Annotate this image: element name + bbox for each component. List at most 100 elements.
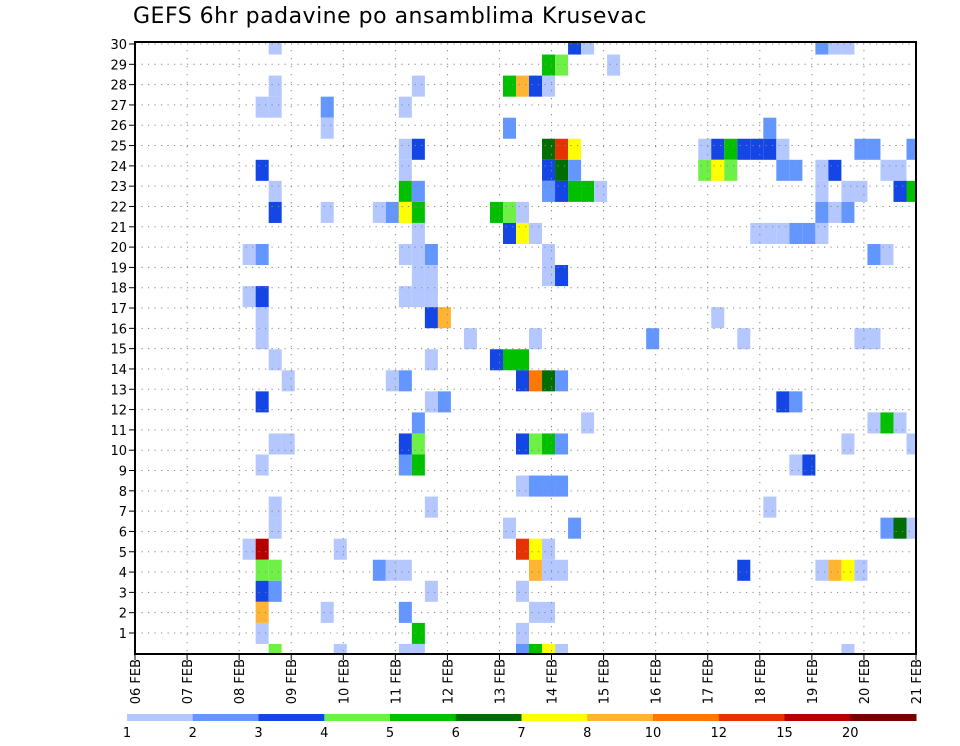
heatmap-cell xyxy=(502,117,516,139)
heatmap-cell xyxy=(555,159,569,181)
heatmap-cell xyxy=(724,159,738,181)
x-tick-label: 11 FEB xyxy=(389,659,404,704)
heatmap-cell xyxy=(750,222,764,244)
y-tick-label: 25 xyxy=(110,140,127,155)
x-tick-label: 20 FEB xyxy=(858,659,873,704)
heatmap-cell xyxy=(268,42,282,55)
heatmap-cell xyxy=(333,643,347,654)
heatmap-cell xyxy=(880,159,894,181)
heatmap-cell xyxy=(320,601,334,623)
heatmap-cell xyxy=(815,201,829,223)
heatmap-cell xyxy=(763,117,777,139)
heatmap-cell xyxy=(515,475,530,497)
heatmap-cell xyxy=(893,517,907,539)
heatmap-cell xyxy=(815,559,829,581)
heatmap-cell xyxy=(737,328,751,350)
y-tick-label: 11 xyxy=(110,424,127,439)
x-tick-label: 10 FEB xyxy=(337,659,352,704)
heatmap-cell xyxy=(515,201,530,223)
heatmap-cell xyxy=(776,222,790,244)
x-tick-label: 06 FEB xyxy=(129,659,144,704)
heatmap-cell xyxy=(529,370,543,392)
heatmap-cell xyxy=(515,370,530,392)
x-tick-label: 16 FEB xyxy=(650,659,665,704)
heatmap-cell xyxy=(242,538,256,560)
heatmap-cell xyxy=(841,180,855,202)
heatmap-cell xyxy=(906,433,916,455)
heatmap-cell xyxy=(802,222,816,244)
heatmap-cell xyxy=(646,328,660,350)
legend-swatch xyxy=(127,714,194,721)
heatmap-cell xyxy=(515,349,530,371)
heatmap-cell xyxy=(841,559,855,581)
heatmap-cell xyxy=(542,370,556,392)
heatmap-cell xyxy=(424,265,438,287)
heatmap-cell xyxy=(711,159,725,181)
legend-label: 4 xyxy=(320,726,328,741)
heatmap-cell xyxy=(542,138,556,160)
heatmap-cell xyxy=(411,180,425,202)
y-tick-label: 6 xyxy=(119,525,127,540)
heatmap-cell xyxy=(489,201,503,223)
heatmap-cell xyxy=(502,517,516,539)
grid-layer xyxy=(135,42,916,654)
x-tick-label: 14 FEB xyxy=(546,659,561,704)
heatmap-cell xyxy=(411,622,425,644)
legend-label: 6 xyxy=(452,726,460,741)
heatmap-cell xyxy=(828,42,842,55)
heatmap-cell xyxy=(555,265,569,287)
heatmap-cell xyxy=(568,180,582,202)
heatmap-cell xyxy=(255,96,269,118)
heatmap-cell xyxy=(255,391,269,413)
heatmap-cell xyxy=(398,286,412,308)
y-tick-label: 23 xyxy=(110,180,127,195)
x-tick-label: 18 FEB xyxy=(754,659,769,704)
heatmap-cell xyxy=(555,138,569,160)
heatmap-cell xyxy=(398,559,412,581)
heatmap-cell xyxy=(568,159,582,181)
heatmap-cell xyxy=(502,75,516,97)
heatmap-cell xyxy=(711,307,725,329)
heatmap-cell xyxy=(815,42,829,55)
y-tick-label: 5 xyxy=(119,546,127,561)
heatmap-cell xyxy=(255,601,269,623)
heatmap-cell xyxy=(255,307,269,329)
heatmap-cell xyxy=(529,75,543,97)
heatmap-cell xyxy=(542,433,556,455)
heatmap-cell xyxy=(711,138,725,160)
heatmap-cell xyxy=(906,517,916,539)
heatmap-cell xyxy=(502,349,516,371)
heatmap-cell xyxy=(789,454,803,476)
heatmap-cell xyxy=(802,454,816,476)
heatmap-cell xyxy=(854,559,868,581)
heatmap-cell xyxy=(789,222,803,244)
heatmap-cell xyxy=(529,475,543,497)
y-tick-label: 19 xyxy=(110,261,127,276)
x-tick-label: 08 FEB xyxy=(233,659,248,704)
heatmap-cell xyxy=(542,475,556,497)
color-legend: 1 2 3 4 5 6 7 8 10 12 15 20 xyxy=(123,714,917,741)
chart-title: GEFS 6hr padavine po ansamblima Krusevac xyxy=(133,4,647,29)
heatmap-cell xyxy=(463,328,477,350)
y-tick-label: 28 xyxy=(110,79,127,94)
legend-swatch xyxy=(784,714,851,721)
legend-label: 1 xyxy=(123,726,131,741)
heatmap-cell xyxy=(542,54,556,76)
heatmap-cell xyxy=(333,538,347,560)
x-tick-label: 19 FEB xyxy=(806,659,821,704)
heatmap-cell xyxy=(320,117,334,139)
y-tick-label: 24 xyxy=(110,160,127,175)
heatmap-cell xyxy=(698,159,712,181)
heatmap-cell xyxy=(906,138,916,160)
heatmap-cell xyxy=(385,201,399,223)
heatmap-cell xyxy=(724,138,738,160)
y-tick-label: 27 xyxy=(110,99,127,114)
heatmap-cell xyxy=(424,496,438,518)
heatmap-cell xyxy=(255,328,269,350)
legend-swatch xyxy=(587,714,654,721)
heatmap-cell xyxy=(255,622,269,644)
heatmap-cell xyxy=(737,138,751,160)
heatmap-cell xyxy=(542,75,556,97)
heatmap-cell xyxy=(789,159,803,181)
